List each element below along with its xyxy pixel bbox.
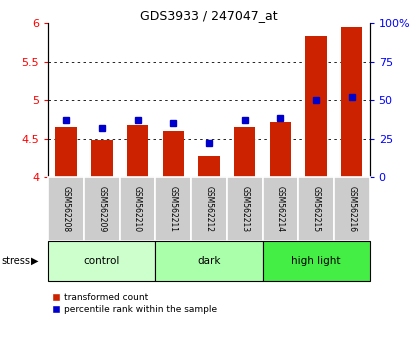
Bar (163, 131, 184, 177)
Bar (305, 36, 327, 177)
Text: GSM562212: GSM562212 (205, 186, 213, 232)
Text: GSM562208: GSM562208 (62, 186, 71, 232)
Bar (262, 177, 298, 241)
Bar (55, 127, 77, 177)
Bar (120, 177, 155, 241)
Bar (198, 156, 220, 177)
Text: high light: high light (291, 256, 341, 266)
Bar (262, 241, 370, 281)
Bar (334, 177, 370, 241)
Text: GSM562216: GSM562216 (347, 186, 356, 232)
Bar (234, 127, 255, 177)
Bar (48, 241, 155, 281)
Text: dark: dark (197, 256, 220, 266)
Text: GSM562215: GSM562215 (312, 186, 320, 232)
Bar (91, 140, 113, 177)
Text: stress: stress (2, 256, 31, 266)
Bar (341, 27, 362, 177)
Bar (298, 177, 334, 241)
Text: control: control (84, 256, 120, 266)
Bar (84, 177, 120, 241)
Text: GSM562210: GSM562210 (133, 186, 142, 232)
Bar (127, 125, 148, 177)
Bar (48, 177, 84, 241)
Bar (270, 121, 291, 177)
Legend: transformed count, percentile rank within the sample: transformed count, percentile rank withi… (53, 293, 217, 314)
Bar (155, 177, 191, 241)
Title: GDS3933 / 247047_at: GDS3933 / 247047_at (140, 9, 278, 22)
Bar (191, 177, 227, 241)
Bar (155, 241, 262, 281)
Text: ▶: ▶ (31, 256, 38, 266)
Text: GSM562209: GSM562209 (97, 186, 106, 232)
Text: GSM562211: GSM562211 (169, 186, 178, 232)
Text: GSM562213: GSM562213 (240, 186, 249, 232)
Bar (227, 177, 262, 241)
Text: GSM562214: GSM562214 (276, 186, 285, 232)
